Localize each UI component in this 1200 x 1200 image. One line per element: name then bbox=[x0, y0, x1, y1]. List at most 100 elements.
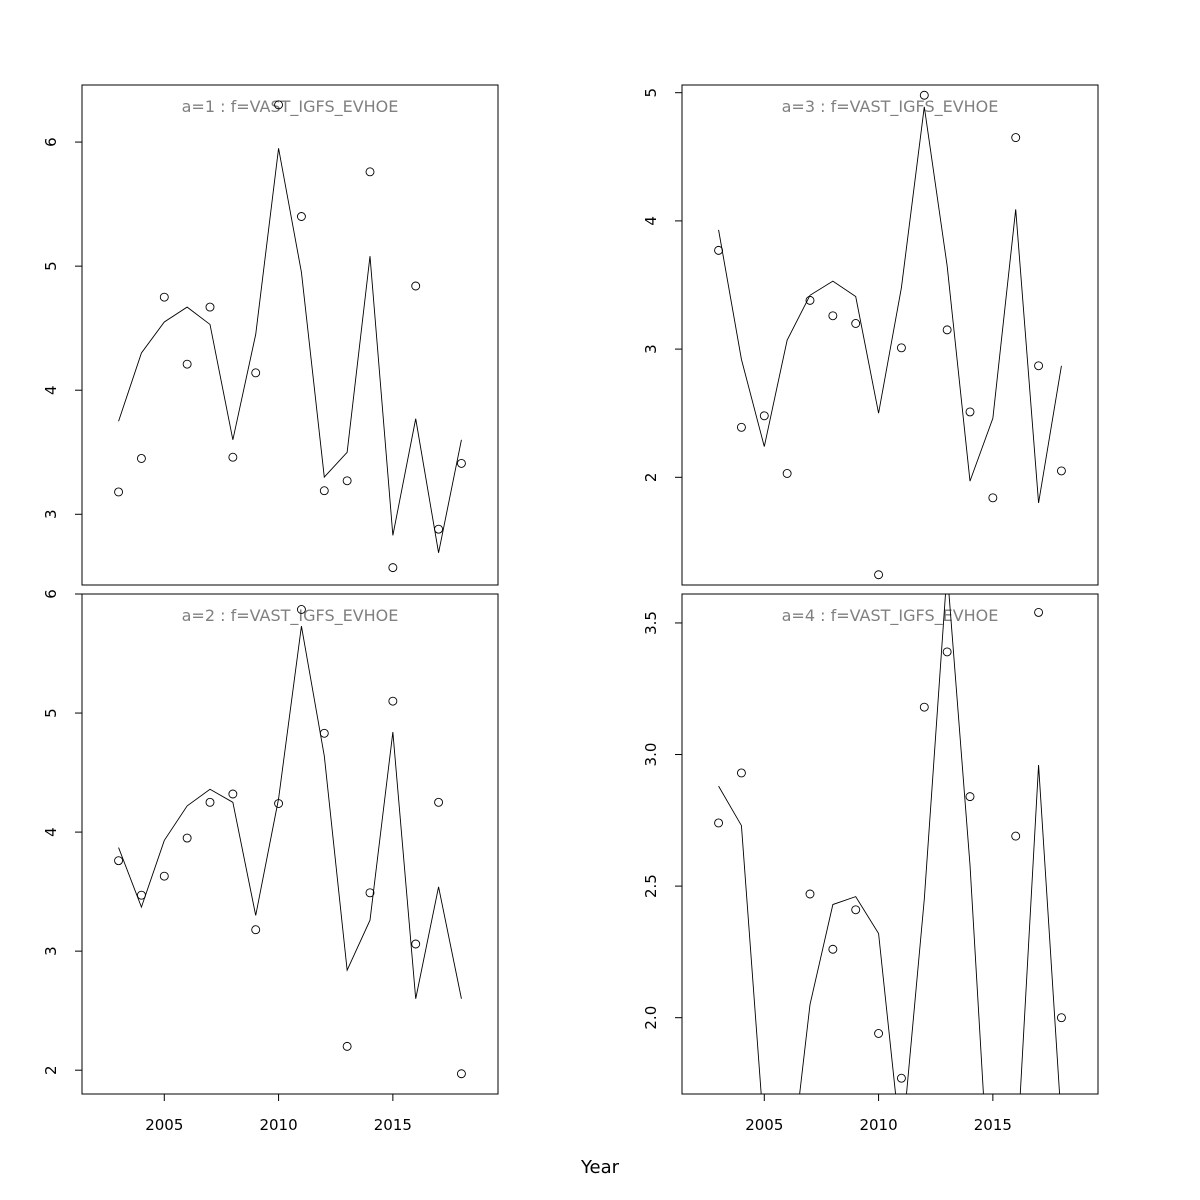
x-tick-label: 2010 bbox=[859, 1116, 897, 1134]
observed-point bbox=[411, 281, 421, 291]
fitted-line bbox=[718, 106, 1062, 504]
y-tick-label: 2 bbox=[42, 1065, 60, 1075]
observed-point bbox=[1011, 831, 1021, 841]
y-tick-label: 3 bbox=[42, 946, 60, 956]
y-tick-label: 5 bbox=[642, 88, 660, 98]
observed-point bbox=[456, 1069, 466, 1079]
y-tick-label: 6 bbox=[42, 137, 60, 147]
y-tick-label: 3 bbox=[642, 344, 660, 354]
observed-point bbox=[159, 871, 169, 881]
panel-2: a=3 : f=VAST_IGFS_EVHOE 2 3 4 5 bbox=[642, 84, 1099, 586]
observed-point bbox=[342, 1041, 352, 1051]
panel-3: a=2 : f=VAST_IGFS_EVHOE 2 3 4 5 6 2005 2010 2015 bbox=[42, 589, 499, 1134]
y-tick-label: 3.5 bbox=[642, 611, 660, 635]
observed-point bbox=[782, 469, 792, 478]
observed-point bbox=[159, 292, 169, 302]
y-tick-label: 6 bbox=[42, 589, 60, 599]
observed-point bbox=[319, 486, 329, 496]
observed-point bbox=[805, 295, 815, 305]
observed-point bbox=[434, 524, 444, 534]
y-tick-label: 3.0 bbox=[642, 743, 660, 767]
observed-point bbox=[783, 1172, 791, 1180]
observed-point bbox=[1034, 361, 1044, 371]
observed-point bbox=[205, 302, 215, 312]
panel-title: a=2 : f=VAST_IGFS_EVHOE bbox=[182, 606, 399, 626]
fitted-line bbox=[118, 626, 462, 999]
observed-point bbox=[874, 570, 884, 580]
observed-point bbox=[874, 1029, 884, 1038]
x-tick-label: 2015 bbox=[374, 1116, 412, 1134]
y-tick-label: 4 bbox=[642, 216, 660, 226]
y-tick-label: 4 bbox=[42, 827, 60, 837]
observed-point bbox=[1056, 466, 1066, 476]
fitted-line bbox=[718, 594, 1061, 1094]
plot-area bbox=[714, 90, 1066, 580]
observed-point bbox=[759, 411, 769, 421]
observed-point bbox=[182, 359, 192, 369]
observed-point bbox=[456, 458, 466, 468]
y-tick-label: 2 bbox=[642, 473, 660, 483]
x-tick-label: 2015 bbox=[974, 1116, 1012, 1134]
panel-frame bbox=[681, 84, 1099, 586]
observed-point bbox=[411, 939, 421, 949]
observed-point bbox=[205, 797, 215, 807]
panels: a=1 : f=VAST_IGFS_EVHOE 3 4 5 6 a=3 : f=VAST_… bbox=[42, 84, 1099, 1180]
y-tick-label: 2.5 bbox=[642, 874, 660, 898]
observed-point bbox=[736, 768, 746, 778]
y-tick-label: 5 bbox=[42, 261, 60, 271]
observed-point bbox=[296, 212, 306, 221]
panel-1: a=1 : f=VAST_IGFS_EVHOE 3 4 5 6 bbox=[42, 84, 499, 586]
y-tick-label: 3 bbox=[42, 510, 60, 520]
observed-point bbox=[388, 696, 398, 706]
observed-point bbox=[1011, 133, 1021, 143]
observed-point bbox=[896, 343, 906, 353]
x-tick-label: 2005 bbox=[745, 1116, 783, 1134]
fitted-line bbox=[118, 148, 462, 553]
panel-frame bbox=[81, 84, 499, 586]
observed-point bbox=[434, 797, 444, 807]
panel-title: a=4 : f=VAST_IGFS_EVHOE bbox=[782, 606, 999, 626]
observed-point bbox=[736, 422, 746, 432]
panel-title: a=3 : f=VAST_IGFS_EVHOE bbox=[782, 97, 999, 117]
y-tick-label: 2.0 bbox=[642, 1006, 660, 1030]
observed-point bbox=[714, 818, 724, 828]
observed-point bbox=[251, 925, 261, 935]
observed-point bbox=[942, 325, 952, 335]
observed-point bbox=[919, 702, 929, 712]
observed-point bbox=[251, 368, 261, 378]
x-tick-label: 2005 bbox=[145, 1116, 183, 1134]
y-tick-label: 5 bbox=[42, 708, 60, 718]
observed-point bbox=[965, 407, 975, 417]
observed-point bbox=[896, 1073, 906, 1083]
plot-area bbox=[114, 605, 466, 1079]
observed-point bbox=[182, 833, 192, 843]
observed-point bbox=[919, 90, 929, 100]
observed-point bbox=[228, 789, 238, 799]
observed-point bbox=[965, 792, 975, 802]
observed-point bbox=[319, 728, 329, 738]
observed-point bbox=[988, 493, 998, 503]
plot-area bbox=[114, 100, 466, 573]
observed-point bbox=[828, 311, 838, 321]
y-tick-label: 4 bbox=[42, 385, 60, 395]
observed-point bbox=[228, 452, 238, 462]
x-tick-label: 2010 bbox=[259, 1116, 297, 1134]
observed-point bbox=[1056, 1013, 1066, 1023]
observed-point bbox=[274, 100, 284, 110]
observed-point bbox=[851, 905, 861, 915]
panel-title: a=1 : f=VAST_IGFS_EVHOE bbox=[182, 97, 399, 117]
observed-point bbox=[136, 454, 146, 463]
panel-frame bbox=[81, 593, 499, 1095]
observed-point bbox=[828, 944, 838, 954]
observed-point bbox=[365, 888, 375, 898]
panel-4: a=4 : f=VAST_IGFS_EVHOE 2.0 2.5 3.0 3.5 2005 2… bbox=[642, 593, 1099, 1180]
observed-point bbox=[342, 476, 352, 486]
observed-point bbox=[296, 605, 306, 614]
observed-point bbox=[114, 856, 124, 866]
observed-point bbox=[851, 319, 861, 328]
observed-point bbox=[114, 487, 124, 497]
panel-frame bbox=[681, 593, 1099, 1095]
observed-point bbox=[365, 167, 375, 177]
plot-area bbox=[714, 594, 1066, 1180]
